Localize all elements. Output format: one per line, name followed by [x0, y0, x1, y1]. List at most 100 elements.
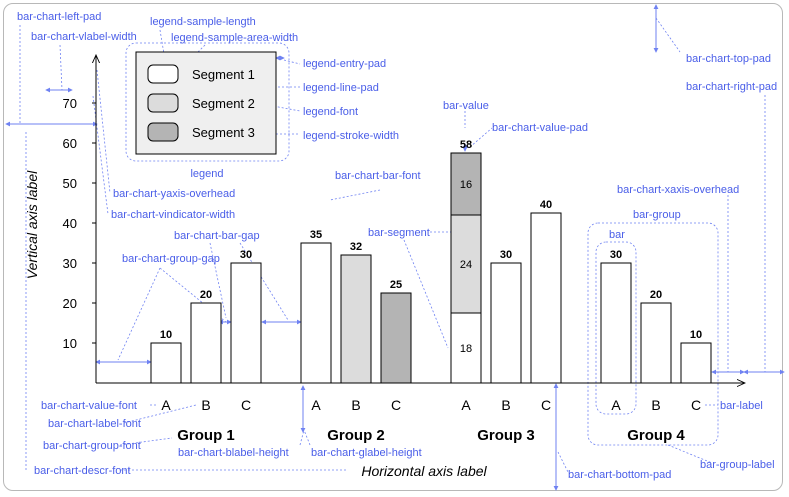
annotation-bar-value: bar-value	[443, 100, 489, 112]
bar-label: A	[161, 397, 171, 413]
bar-value: 32	[350, 241, 362, 253]
annotation-bar-chart-top-pad: bar-chart-top-pad	[686, 53, 771, 65]
annotation-bar-label: bar-label	[720, 400, 763, 412]
y-tick-label: 40	[63, 216, 77, 231]
annotation-bar-chart-label-font: bar-chart-label-font	[48, 418, 141, 430]
bar-segment	[450, 214, 482, 314]
annotation-bar-group: bar-group	[633, 209, 681, 221]
bar-value: 30	[610, 249, 622, 261]
y-tick-label: 30	[63, 256, 77, 271]
annotation-bar-chart-xaxis-overhead: bar-chart-xaxis-overhead	[617, 184, 739, 196]
annotation-bar-chart-value-pad: bar-chart-value-pad	[492, 122, 588, 134]
y-tick-label: 10	[63, 336, 77, 351]
annotation-bar-chart-right-pad: bar-chart-right-pad	[686, 81, 777, 93]
bar-label: B	[501, 397, 510, 413]
segment-value: 16	[460, 179, 472, 191]
annotation-legend-font: legend-font	[303, 106, 358, 118]
legend: Segment 1 Segment 2 Segment 3	[135, 51, 277, 155]
annotation-legend-stroke-width: legend-stroke-width	[303, 130, 399, 142]
annotation-bar-chart-group-font: bar-chart-group-font	[43, 440, 141, 452]
annotation-legend-sample-length: legend-sample-length	[150, 16, 256, 28]
bar-value: 20	[650, 289, 662, 301]
bar-segment	[450, 312, 482, 384]
bar-label: C	[241, 397, 251, 413]
group-label: Group 3	[477, 427, 535, 444]
bar-label: A	[311, 397, 321, 413]
y-tick-label: 70	[63, 96, 77, 111]
bar-label: B	[651, 397, 660, 413]
bar-segment	[150, 342, 182, 384]
group-label: Group 2	[327, 427, 385, 444]
bar-value: 30	[500, 249, 512, 261]
bar-label: B	[201, 397, 210, 413]
annotation-bar-chart-glabel-height: bar-chart-glabel-height	[311, 447, 422, 459]
annotation-legend-line-pad: legend-line-pad	[303, 82, 379, 94]
bar-value: 40	[540, 199, 552, 211]
annotation-bar-segment: bar-segment	[368, 227, 430, 239]
annotation-bar-chart-value-font: bar-chart-value-font	[41, 400, 137, 412]
group-label: Group 1	[177, 427, 235, 444]
y-ticks: 10 20 30 40 50 60 70	[63, 96, 96, 351]
annotation-bar-group-label: bar-group-label	[700, 459, 775, 471]
segment-value: 24	[460, 259, 472, 271]
bar-label: C	[691, 397, 701, 413]
bar-segment	[530, 212, 562, 384]
annotation-bar-chart-bar-font: bar-chart-bar-font	[335, 170, 421, 182]
y-tick-label: 50	[63, 176, 77, 191]
bar-segment	[490, 262, 522, 384]
annotation-bar-chart-group-gap: bar-chart-group-gap	[122, 253, 220, 265]
bar-value: 30	[240, 249, 252, 261]
annotation-bar-chart-yaxis-overhead: bar-chart-yaxis-overhead	[113, 188, 235, 200]
bar-label: C	[391, 397, 401, 413]
group-label: Group 4	[627, 427, 685, 444]
annotation-legend-entry-pad: legend-entry-pad	[303, 58, 386, 70]
bar-segment	[640, 302, 672, 384]
annotation-bar: bar	[609, 229, 625, 241]
annotation-labels: bar-chart-left-pad bar-chart-vlabel-width…	[17, 11, 777, 481]
bar-value: 20	[200, 289, 212, 301]
bars	[150, 152, 712, 384]
legend-sample	[147, 122, 179, 142]
legend-sample	[147, 93, 179, 113]
bar-segment	[230, 262, 262, 384]
bar-segment	[190, 302, 222, 384]
bar-value: 10	[690, 329, 702, 341]
bar-value: 10	[160, 329, 172, 341]
bar-value: 35	[310, 229, 322, 241]
bar-value: 58	[460, 139, 472, 151]
diagram-frame	[3, 3, 783, 491]
legend-entry: Segment 1	[192, 67, 255, 82]
bar-segment	[450, 152, 482, 216]
bar-segment	[680, 342, 712, 384]
bar-label: A	[461, 397, 471, 413]
annotation-bar-chart-blabel-height: bar-chart-blabel-height	[178, 447, 289, 459]
bar-segment	[300, 242, 332, 384]
annotation-legend: legend	[190, 168, 223, 180]
bar-label: C	[541, 397, 551, 413]
legend-entry: Segment 3	[192, 125, 255, 140]
annotation-bar-chart-vlabel-width: bar-chart-vlabel-width	[31, 31, 137, 43]
y-tick-label: 60	[63, 136, 77, 151]
group-labels: Group 1 Group 2 Group 3 Group 4	[177, 427, 685, 444]
segment-value: 18	[460, 343, 472, 355]
bar-segment	[340, 254, 372, 384]
annotation-legend-sample-area-width: legend-sample-area-width	[171, 32, 298, 44]
x-axis-label: Horizontal axis label	[361, 463, 487, 479]
bar-segment	[600, 262, 632, 384]
bar-label: A	[611, 397, 621, 413]
bar-value: 25	[390, 279, 402, 291]
bar-values: 10 20 30 35 32 25 18 24 16 58 30 40 30 20 10	[160, 139, 702, 355]
y-tick-label: 20	[63, 296, 77, 311]
annotation-bar-chart-vindicator-width: bar-chart-vindicator-width	[111, 209, 235, 221]
annotation-bar-chart-descr-font: bar-chart-descr-font	[34, 465, 131, 477]
y-axis-label: Vertical axis label	[24, 170, 40, 279]
legend-entry: Segment 2	[192, 96, 255, 111]
annotation-bar-chart-bottom-pad: bar-chart-bottom-pad	[568, 469, 671, 481]
bar-segment	[380, 292, 412, 384]
bar-label: B	[351, 397, 360, 413]
legend-sample	[147, 64, 179, 84]
annotation-bar-chart-bar-gap: bar-chart-bar-gap	[174, 230, 260, 242]
annotation-bar-chart-left-pad: bar-chart-left-pad	[17, 11, 101, 23]
